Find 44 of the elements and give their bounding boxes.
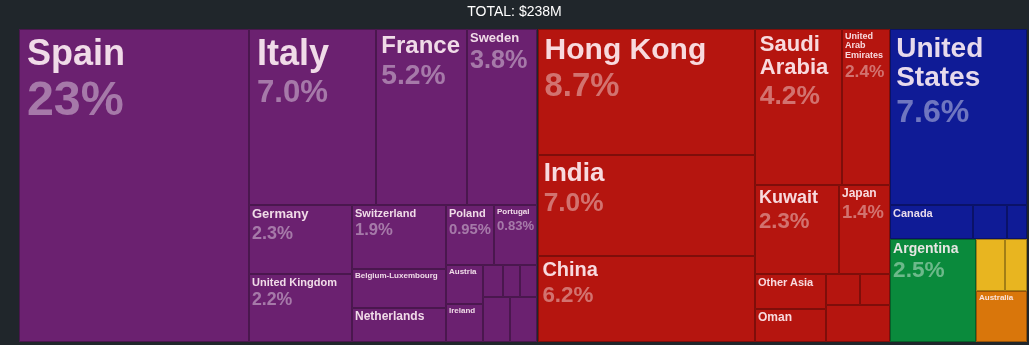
category-label: Hong Kong [544,31,707,65]
category-label: Ireland [449,306,476,316]
category-label: Switzerland [355,206,417,219]
data-label: 0.83% [497,217,535,233]
data-label: 2.5% [893,257,945,283]
category-label: United Arab Emirates [845,30,884,60]
category-label: United States [896,31,984,93]
data-label: 2.2% [252,289,293,310]
category-label: United Kingdom [252,275,338,288]
category-label: China [542,257,599,280]
category-label: Spain [26,31,125,73]
category-label: Austria [449,267,478,277]
category-label: Sweden [470,30,520,46]
category-label: India [543,156,605,187]
data-label: 8.7% [544,65,620,103]
data-label: 7.0% [256,73,328,109]
category-label: Italy [256,31,329,73]
data-label: 7.6% [896,92,970,129]
category-label: Poland [449,206,486,219]
data-label: 0.95% [449,221,491,238]
data-label: 3.8% [470,45,528,74]
category-label: Argentina [893,239,959,256]
data-label: 5.2% [381,58,446,91]
data-label: 2.4% [845,60,885,81]
data-label: 1.9% [355,220,394,240]
category-label: France [381,30,460,58]
category-label: Australia [979,293,1014,303]
data-label: 2.3% [758,208,810,234]
category-label: Other Asia [758,275,815,288]
data-label: 7.0% [543,187,604,218]
data-label: 4.2% [759,79,820,110]
category-label: Germany [252,206,310,222]
category-label: Kuwait [758,186,818,207]
category-label: Saudi Arabia [759,30,830,79]
category-label: Japan [842,186,877,201]
data-label: 6.2% [542,281,594,307]
data-label: 1.4% [842,200,884,222]
data-label: 2.3% [252,222,293,243]
category-label: Netherlands [355,309,425,324]
category-label: Oman [758,310,793,325]
category-label: Canada [893,206,934,219]
category-label: Portugal [497,207,530,217]
category-label: Belgium-Luxembourg [355,271,438,281]
text: TOTAL: $238M [467,3,562,20]
